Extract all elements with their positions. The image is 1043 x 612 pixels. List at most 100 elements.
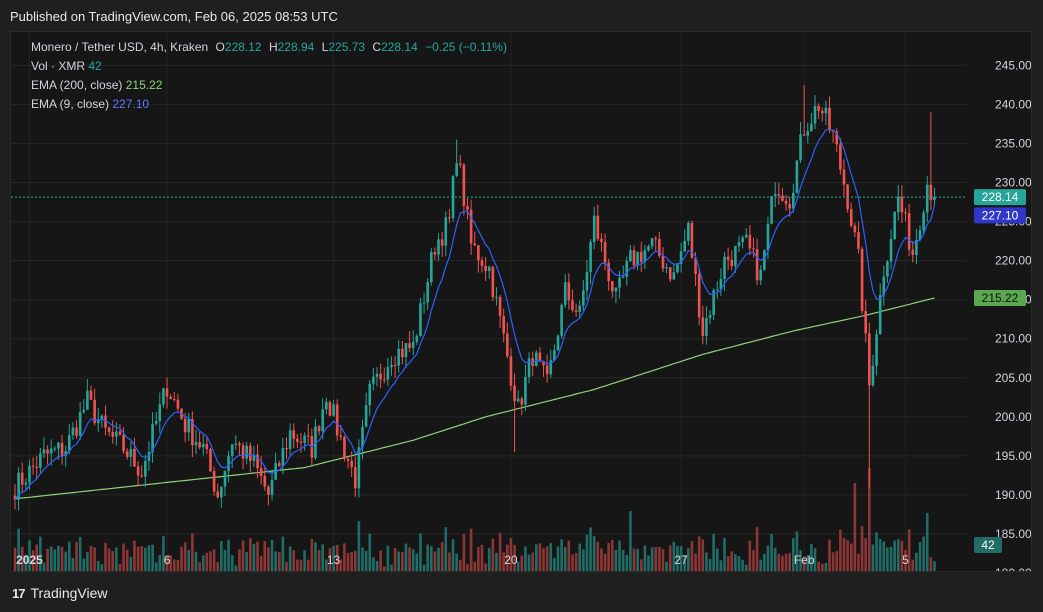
candle-body	[263, 475, 267, 487]
volume-bar	[868, 468, 871, 571]
candle-body	[744, 234, 748, 238]
volume-bar	[520, 555, 524, 571]
candle-body	[534, 352, 538, 366]
volume-bar	[607, 542, 610, 571]
candle-body	[372, 376, 375, 384]
volume-bar	[111, 550, 115, 571]
volume-bar	[386, 545, 390, 571]
volume-bar	[147, 545, 151, 571]
legend-ema200: EMA (200, close) 215.22	[31, 78, 163, 92]
candle-body	[502, 316, 505, 334]
candle-body	[382, 379, 386, 381]
volume-bar	[245, 552, 248, 571]
volume-bar	[820, 563, 824, 571]
candle-body	[683, 240, 686, 252]
volume-bar	[39, 536, 42, 571]
volume-bar	[466, 564, 469, 571]
volume-bar	[122, 543, 125, 571]
volume-bar	[20, 546, 24, 571]
volume-bar	[191, 533, 194, 571]
volume-bar	[723, 538, 726, 571]
candle-body	[321, 409, 324, 432]
candle-body	[89, 390, 93, 400]
volume-bar	[824, 562, 828, 571]
volume-bar	[107, 548, 111, 571]
volume-bar	[792, 538, 795, 571]
x-tick-label: 13	[327, 553, 341, 567]
y-tick-label: 205.00	[995, 371, 1032, 385]
candle-body	[379, 373, 382, 380]
candle-body	[828, 107, 831, 130]
volume-bar	[274, 551, 277, 571]
volume-bar	[100, 564, 104, 571]
brand[interactable]: 17 TradingView	[12, 585, 108, 601]
candle-body	[386, 367, 390, 380]
candle-body	[158, 404, 162, 421]
volume-bar	[140, 546, 143, 571]
candle-body	[422, 302, 426, 304]
candle-body	[506, 333, 509, 357]
volume-bar	[241, 540, 245, 571]
volume-bar	[491, 538, 495, 571]
volume-bar	[136, 546, 140, 571]
candle-body	[440, 239, 444, 246]
candle-body	[694, 258, 697, 274]
x-tick-label: 27	[674, 553, 688, 567]
candle-body	[205, 443, 209, 450]
volume-bar	[639, 559, 643, 571]
candles	[13, 84, 936, 511]
candle-body	[553, 350, 556, 361]
volume-bar	[784, 553, 788, 571]
candle-body	[567, 282, 571, 301]
candle-body	[636, 251, 639, 266]
volume-bar	[165, 555, 169, 571]
candle-body	[715, 289, 719, 291]
candle-body	[788, 204, 791, 209]
candle-body	[484, 266, 487, 272]
volume-bar	[918, 541, 922, 571]
volume-bar	[28, 540, 31, 571]
volume-bar	[549, 543, 553, 571]
volume-bar	[889, 546, 893, 571]
volume-bar	[477, 546, 480, 571]
volume-bar	[806, 555, 810, 571]
volume-bar	[339, 559, 343, 571]
volume-bar	[911, 559, 915, 571]
volume-bar	[281, 536, 285, 571]
chart-panel[interactable]: 245.00240.00235.00230.00225.00220.00215.…	[10, 31, 1032, 572]
volume-bar	[726, 556, 730, 571]
candle-body	[817, 105, 820, 111]
candle-body	[726, 256, 730, 260]
volume-bar	[306, 559, 310, 571]
volume-bar	[611, 540, 614, 571]
volume-bar	[665, 561, 668, 571]
candle-body	[39, 453, 42, 468]
candle-body	[611, 281, 614, 292]
candle-body	[42, 449, 46, 454]
candle-body	[198, 442, 201, 448]
y-tick-label: 200.00	[995, 410, 1032, 424]
candle-body	[296, 438, 299, 442]
volume-bar	[730, 551, 734, 571]
candle-body	[922, 212, 925, 231]
candle-body	[350, 460, 353, 468]
price-chart[interactable]: 245.00240.00235.00230.00225.00220.00215.…	[11, 32, 1032, 572]
volume-bar	[194, 551, 198, 571]
volume-bar	[545, 546, 549, 571]
candle-body	[430, 252, 433, 283]
volume-bar	[455, 553, 458, 571]
volume-bar	[335, 544, 339, 571]
y-tick-label: 195.00	[995, 449, 1032, 463]
candle-body	[824, 107, 828, 114]
candle-body	[154, 420, 158, 424]
candle-body	[911, 249, 915, 256]
volume-bar	[57, 545, 60, 571]
volume-bar	[53, 549, 57, 571]
candle-body	[49, 448, 53, 454]
volume-bar	[288, 546, 292, 571]
candle-body	[560, 304, 563, 336]
volume-bar	[256, 541, 259, 571]
candle-body	[904, 212, 907, 214]
candle-body	[353, 467, 357, 489]
volume-bar	[614, 549, 618, 571]
